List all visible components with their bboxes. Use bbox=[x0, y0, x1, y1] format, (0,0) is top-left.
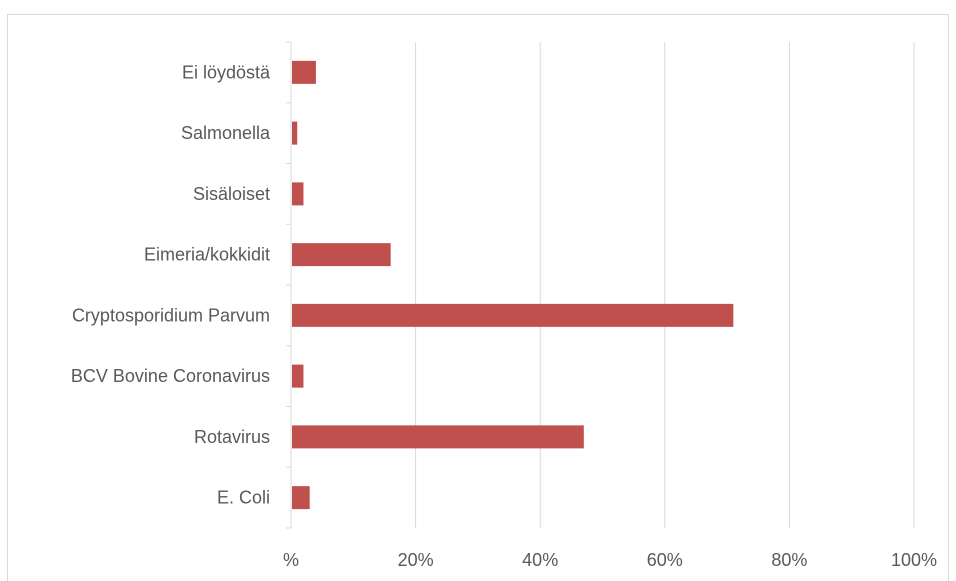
bar-3 bbox=[292, 243, 391, 267]
bar-1 bbox=[292, 121, 298, 145]
gridlines bbox=[286, 41, 915, 529]
x-tick-label-2: 40% bbox=[522, 550, 558, 570]
bar-5 bbox=[292, 364, 304, 388]
category-labels: Ei löydöstä Salmonella Sisäloiset Eimeria/k… bbox=[71, 62, 271, 507]
category-label-2: Sisäloiset bbox=[193, 184, 270, 204]
bar-7 bbox=[292, 486, 310, 510]
bar-0 bbox=[292, 60, 316, 84]
category-label-5: BCV Bovine Coronavirus bbox=[71, 366, 270, 386]
x-tick-label-1: 20% bbox=[398, 550, 434, 570]
bar-2 bbox=[292, 182, 304, 206]
x-tick-label-4: 80% bbox=[771, 550, 807, 570]
category-label-7: E. Coli bbox=[217, 488, 270, 508]
category-label-3: Eimeria/kokkidit bbox=[144, 245, 270, 265]
bar-4 bbox=[292, 303, 734, 327]
x-tick-labels: % 20% 40% 60% 80% 100% bbox=[283, 550, 937, 570]
bar-6 bbox=[292, 425, 584, 449]
chart-frame bbox=[7, 14, 949, 581]
x-tick-label-5: 100% bbox=[891, 550, 937, 570]
x-tick-label-3: 60% bbox=[647, 550, 683, 570]
bars bbox=[292, 60, 734, 510]
category-label-4: Cryptosporidium Parvum bbox=[72, 305, 270, 325]
category-label-1: Salmonella bbox=[181, 123, 271, 143]
category-label-6: Rotavirus bbox=[194, 427, 270, 447]
x-tick-label-0: % bbox=[283, 550, 299, 570]
category-label-0: Ei löydöstä bbox=[182, 62, 271, 82]
